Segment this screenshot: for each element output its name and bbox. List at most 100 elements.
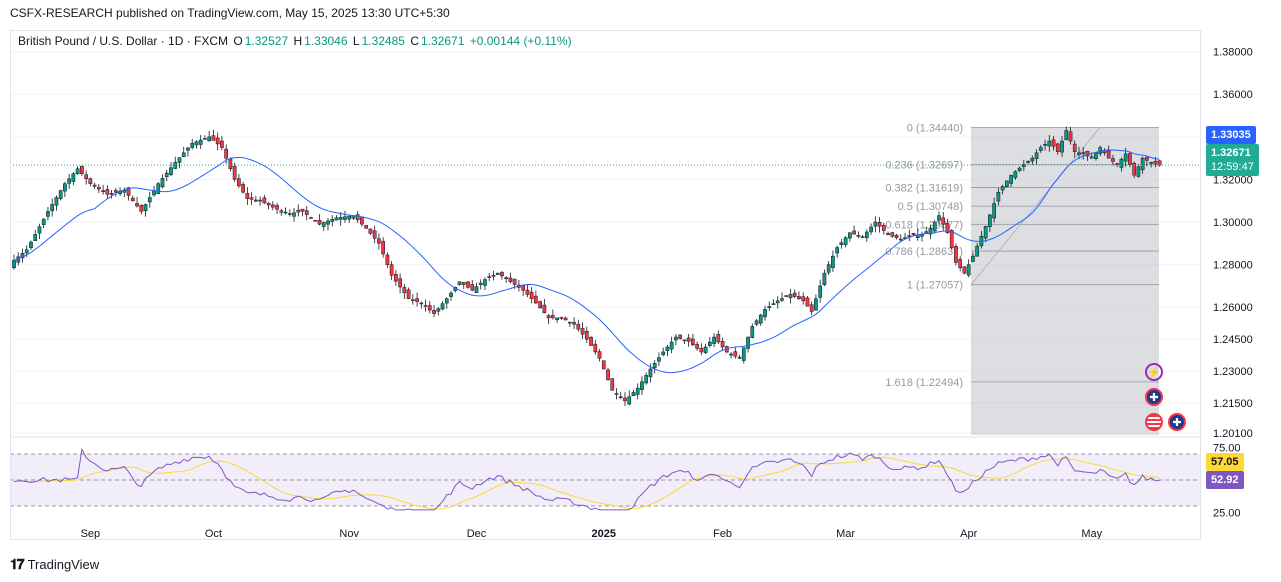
candle-body [24, 249, 29, 254]
tradingview-brand[interactable]: 𝟏𝟕 TradingView [10, 556, 99, 573]
candle-body [186, 147, 190, 151]
candle [321, 221, 326, 231]
candle [852, 225, 856, 235]
symbol-name[interactable]: British Pound / U.S. Dollar · 1D · FXCM [18, 34, 229, 48]
candle-body [983, 226, 988, 239]
candle [181, 146, 186, 157]
candle-body [500, 272, 504, 277]
candle [860, 234, 865, 238]
candle-body [1013, 171, 1018, 178]
price-tick-label: 1.26000 [1213, 302, 1253, 314]
candle-body [1043, 144, 1047, 146]
candle [886, 231, 890, 236]
candle [487, 273, 492, 282]
candle [669, 336, 674, 354]
candle [1017, 166, 1022, 173]
candle [368, 228, 373, 235]
candle-body [661, 351, 666, 355]
candle [652, 360, 657, 374]
candle-body [207, 136, 212, 142]
candle [580, 322, 585, 340]
price-tick-label: 1.20100 [1213, 428, 1253, 440]
candle [80, 165, 84, 177]
candle-body [814, 298, 818, 311]
candle-body [355, 214, 360, 221]
candle [848, 232, 852, 242]
uk-flag-icon[interactable]: ✚ [1145, 388, 1163, 406]
candle [729, 351, 733, 359]
candle [309, 216, 313, 219]
candle-body [775, 300, 780, 304]
candle [46, 206, 50, 221]
candle-body [593, 343, 598, 353]
candle-body [156, 183, 161, 194]
time-tick-label: Feb [713, 528, 732, 540]
candle [105, 185, 110, 199]
candle-body [831, 255, 835, 268]
candle [881, 222, 886, 235]
candle-body [1038, 147, 1043, 151]
candle [203, 135, 207, 140]
candle [627, 390, 632, 406]
candle [88, 177, 93, 187]
fib-level-label: 0.786 (1.28637) [885, 246, 963, 258]
candle [355, 211, 360, 223]
candle-body [712, 336, 716, 344]
candle-body [546, 315, 551, 319]
candle-body [177, 157, 182, 163]
candle-body [720, 341, 725, 348]
candle-body [249, 197, 254, 200]
candle-body [627, 396, 632, 405]
candle-body [610, 378, 615, 391]
candle [415, 292, 419, 307]
candle [826, 260, 831, 276]
candle-body [147, 197, 152, 203]
time-tick-label: Oct [205, 528, 222, 540]
lightning-icon[interactable]: ⚡ [1145, 363, 1163, 381]
candle [296, 204, 301, 217]
candle-body [152, 190, 156, 196]
candle-body [932, 221, 937, 232]
candle-body [894, 234, 899, 238]
candle-body [1021, 164, 1026, 167]
candle [20, 248, 25, 263]
candle-body [618, 396, 623, 398]
candle-body [614, 393, 619, 395]
candle [746, 336, 750, 353]
price-tick-label: 1.24500 [1213, 334, 1253, 346]
candle [809, 301, 814, 316]
candle-body [852, 230, 856, 235]
candle [156, 182, 161, 195]
candle-body [741, 347, 746, 361]
candle [258, 196, 262, 206]
candle-body [275, 205, 279, 210]
candle [542, 298, 547, 314]
candle-body [75, 168, 80, 174]
low-label: L [352, 34, 360, 48]
candle [326, 218, 330, 231]
candle-body [1128, 153, 1132, 165]
price-tick-label: 1.28000 [1213, 260, 1253, 272]
candle [126, 186, 131, 201]
candle [907, 229, 912, 242]
candle [71, 172, 76, 186]
candle-body [631, 392, 636, 397]
candle [618, 391, 623, 400]
candle-body [1060, 140, 1064, 153]
candle [691, 333, 695, 347]
candle [1111, 154, 1115, 166]
uk-flag-icon[interactable]: ✚ [1168, 413, 1186, 431]
candle-body [470, 284, 475, 291]
candle-body [949, 229, 954, 248]
candle-body [203, 138, 207, 140]
candle-body [665, 346, 670, 351]
candle [427, 301, 432, 314]
candle [177, 157, 182, 169]
candle-body [1072, 143, 1077, 152]
candle-body [555, 317, 559, 321]
candle-body [279, 210, 284, 213]
rsi-tick-label: 75.00 [1213, 443, 1241, 455]
us-flag-icon[interactable] [1145, 413, 1163, 431]
candle [377, 233, 381, 250]
